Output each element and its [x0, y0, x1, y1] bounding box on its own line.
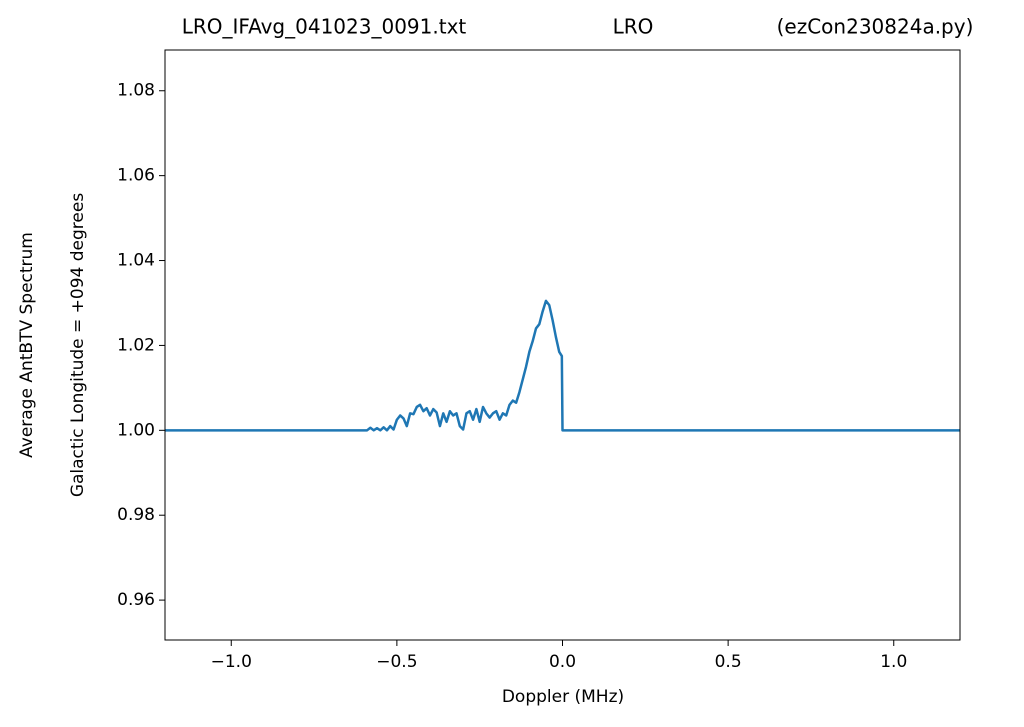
- y-axis-label: Galactic Longitude = +094 degrees: [68, 193, 88, 497]
- y-axis-label: Average AntBTV Spectrum: [17, 232, 37, 458]
- y-tick-label: 1.08: [117, 81, 155, 101]
- y-tick-label: 0.96: [117, 590, 155, 610]
- y-tick-label: 1.02: [117, 335, 155, 355]
- chart-title: (ezCon230824a.py): [777, 15, 974, 39]
- y-tick-label: 0.98: [117, 505, 155, 525]
- x-tick-label: −0.5: [376, 652, 417, 672]
- y-tick-label: 1.06: [117, 166, 155, 186]
- x-tick-label: 0.5: [715, 652, 742, 672]
- y-tick-label: 1.04: [117, 251, 155, 271]
- plot-frame: [164, 49, 961, 641]
- x-axis-label: Doppler (MHz): [502, 687, 624, 707]
- chart-title: LRO: [613, 15, 654, 39]
- y-tick-label: 1.00: [117, 420, 155, 440]
- data-line: [165, 299, 960, 432]
- x-tick-label: 1.0: [880, 652, 907, 672]
- chart-title: LRO_IFAvg_041023_0091.txt: [182, 15, 467, 39]
- x-tick-label: 0.0: [549, 652, 576, 672]
- x-tick-label: −1.0: [211, 652, 252, 672]
